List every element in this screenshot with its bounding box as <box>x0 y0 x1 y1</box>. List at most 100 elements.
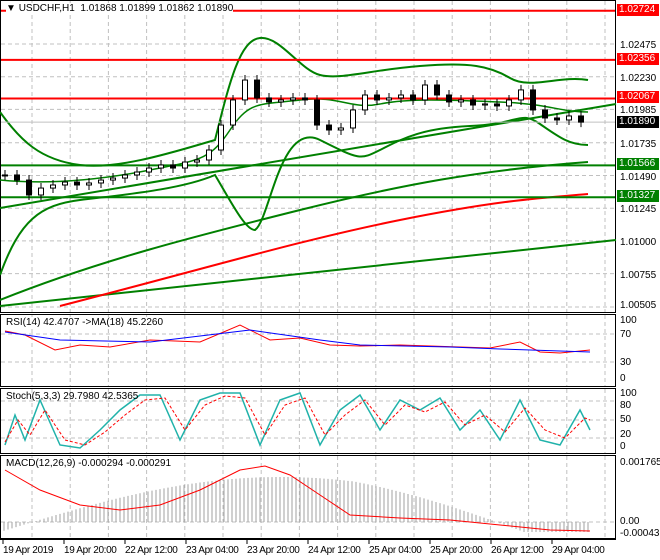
time-label: 25 Apr 04:00 <box>369 545 422 556</box>
candle <box>254 75 260 103</box>
candle-body <box>494 103 500 107</box>
ma-slow-green <box>0 161 589 301</box>
price-tick: 1.01245 <box>620 204 657 216</box>
candle-body <box>578 115 584 123</box>
macd-tick: 0.00 <box>620 516 640 527</box>
macd-signal-line <box>4 465 591 532</box>
price-tick: 1.01490 <box>620 171 657 183</box>
current-price-tag: 1.01890 <box>617 116 659 129</box>
lower-trendline[interactable] <box>0 239 617 307</box>
candle <box>302 92 308 105</box>
stoch-tick: 100 <box>620 388 637 399</box>
candle <box>542 104 548 123</box>
candle <box>362 90 368 115</box>
time-label: 25 Apr 20:00 <box>430 545 483 556</box>
price-tick: 1.01735 <box>620 138 657 150</box>
candle <box>62 177 68 190</box>
rsi-tick: 30 <box>620 357 632 368</box>
candle-body <box>122 174 128 179</box>
candle <box>458 94 464 107</box>
level-price-tag: 1.02067 <box>617 91 659 104</box>
bollinger-middle <box>0 98 589 183</box>
candle-body <box>62 181 68 186</box>
candle-body <box>542 109 548 119</box>
candle <box>482 98 488 111</box>
candle <box>398 90 404 103</box>
candle-body <box>326 124 332 131</box>
candle-body <box>182 161 188 169</box>
price-tick: 1.01985 <box>620 105 657 117</box>
candle <box>446 90 452 107</box>
candle <box>146 163 152 178</box>
candle <box>566 110 572 125</box>
level-price-tag: 1.02724 <box>617 3 659 16</box>
candle <box>410 90 416 105</box>
candle-body <box>566 115 572 121</box>
grid <box>1 1 615 538</box>
candle-body <box>218 124 224 151</box>
stoch-signal-line <box>4 395 591 446</box>
candle <box>182 157 188 174</box>
candle <box>530 84 536 115</box>
candle-body <box>38 187 44 196</box>
candle-body <box>110 177 116 181</box>
candle <box>506 94 512 111</box>
rsi-tick: 0 <box>620 373 626 384</box>
time-label: 22 Apr 12:00 <box>125 545 178 556</box>
candle-body <box>398 94 404 99</box>
candle-body <box>386 97 392 101</box>
price-pane-border <box>0 0 616 313</box>
candle-body <box>266 97 272 103</box>
chart-header: ▼ USDCHF,H1 1.01868 1.01899 1.01862 1.01… <box>6 3 234 14</box>
candle-body <box>158 164 164 169</box>
candle <box>98 175 104 188</box>
candle <box>170 159 176 174</box>
time-label: 23 Apr 20:00 <box>247 545 300 556</box>
candle <box>206 145 212 166</box>
time-label: 26 Apr 12:00 <box>491 545 544 556</box>
time-label: 24 Apr 12:00 <box>308 545 361 556</box>
candle-body <box>350 109 356 129</box>
ma-slow-red <box>59 193 589 307</box>
upper-trendline[interactable] <box>0 103 617 209</box>
candle-body <box>74 181 80 186</box>
rsi-line <box>4 324 591 354</box>
horizontal-levels[interactable] <box>1 9 615 199</box>
candle <box>50 179 56 194</box>
candle-body <box>278 99 284 103</box>
candle <box>314 94 320 131</box>
collapse-triangle-icon[interactable]: ▼ <box>6 3 16 14</box>
candle-body <box>2 174 8 177</box>
candle-body <box>26 179 32 196</box>
level-price-tag: 1.02356 <box>617 52 659 65</box>
candle <box>554 112 560 125</box>
candle-body <box>302 97 308 101</box>
level-price-tag: 1.01327 <box>617 190 659 203</box>
rsi-title: RSI(14) 42.4707 ->MA(18) 45.2260 <box>6 317 164 328</box>
candle <box>422 79 428 105</box>
candle-body <box>206 149 212 161</box>
price-tick: 1.02230 <box>620 72 657 84</box>
stoch-pane-border <box>0 388 616 454</box>
macd-title: MACD(12,26,9) -0.000294 -0.000291 <box>6 458 172 469</box>
candle-body <box>482 103 488 106</box>
candle <box>386 92 392 105</box>
candle <box>578 110 584 128</box>
price-tick: 1.01000 <box>620 236 657 248</box>
candle-body <box>530 89 536 111</box>
level-price-tag: 1.01566 <box>617 158 659 171</box>
stoch-tick: 20 <box>620 429 632 440</box>
candle-body <box>518 89 524 101</box>
time-label: 19 Apr 2019 <box>3 545 54 556</box>
macd-tick: -0.00043 <box>620 528 660 539</box>
candle <box>494 98 500 111</box>
rsi-ma-line <box>4 329 591 353</box>
candle <box>326 120 332 135</box>
rsi-pane-border <box>0 314 616 387</box>
candle <box>470 94 476 111</box>
candle <box>26 175 32 201</box>
candle <box>230 94 236 131</box>
candle <box>194 155 200 168</box>
